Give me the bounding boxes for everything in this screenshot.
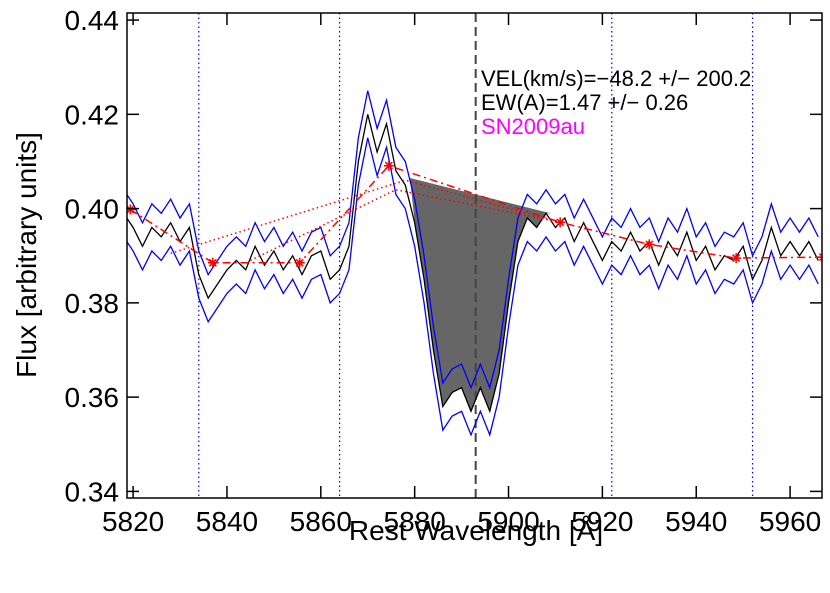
plot-area — [127, 13, 822, 498]
continuum-point — [207, 257, 218, 268]
continuum-line — [129, 164, 822, 264]
error-up — [127, 90, 819, 390]
annotation: VEL(km/s)=−48.2 +/− 200.2 — [481, 66, 751, 91]
y-tick-label: 0.34 — [65, 476, 120, 507]
annotation: EW(A)=1.47 +/− 0.26 — [481, 90, 688, 115]
y-tick-label: 0.44 — [65, 5, 120, 36]
x-tick-label: 5860 — [290, 506, 352, 537]
x-tick-label: 5940 — [665, 506, 727, 537]
plot-frame — [126, 12, 823, 499]
annotation: SN2009au — [481, 114, 585, 139]
continuum-point — [555, 217, 566, 228]
y-tick-label: 0.38 — [65, 288, 120, 319]
error-down — [127, 137, 819, 437]
x-tick-label: 5900 — [477, 506, 539, 537]
x-tick-label: 5840 — [196, 506, 258, 537]
continuum-point — [644, 239, 655, 250]
fit-line — [170, 179, 561, 255]
y-tick-label: 0.36 — [65, 382, 120, 413]
continuum-point — [383, 160, 394, 171]
continuum-point — [731, 253, 742, 264]
x-tick-label: 5820 — [102, 506, 164, 537]
continuum-point — [294, 257, 305, 268]
x-tick-label: 5960 — [759, 506, 821, 537]
y-tick-label: 0.40 — [65, 194, 120, 225]
x-tick-label: 5920 — [571, 506, 633, 537]
continuum-point — [127, 204, 136, 215]
y-tick-label: 0.42 — [65, 99, 120, 130]
x-axis-label: Rest Wavelength [Å] — [349, 515, 603, 546]
continuum-point — [817, 253, 822, 262]
flux-line — [127, 114, 819, 414]
x-tick-label: 5880 — [384, 506, 446, 537]
y-axis-label: Flux [arbitrary units] — [11, 132, 42, 378]
absorption-fill — [409, 177, 551, 412]
